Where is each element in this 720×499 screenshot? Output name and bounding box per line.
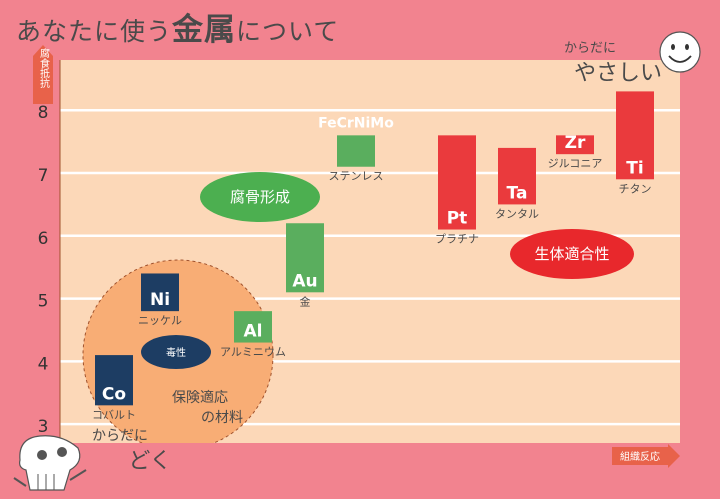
metal-symbol: Au: [292, 271, 317, 291]
metal-zr: Zr ジルコニア: [548, 133, 603, 170]
metal-al: Al アルミニウム: [220, 311, 286, 359]
x-axis-label: 組織反応: [620, 450, 660, 463]
metal-bar: [95, 355, 133, 406]
y-tick-label: 5: [38, 292, 49, 312]
metal-ti: Ti チタン: [616, 91, 654, 195]
metal-symbol: Pt: [447, 209, 468, 229]
metal-symbol: FeCrNiMo: [318, 115, 394, 131]
metal-bar: [556, 135, 594, 155]
metal-name: ジルコニア: [548, 157, 603, 170]
smiley-face-icon: [659, 31, 701, 73]
toxicity-label: 毒性: [166, 346, 186, 359]
metal-name: 金: [300, 294, 311, 308]
y-tick-label: 4: [38, 354, 49, 374]
metal-au: Au 金: [286, 223, 324, 308]
y-tick-labels: 3 4 5 6 7 8: [38, 103, 49, 437]
x-axis-label-arrow: 組織反応: [612, 444, 680, 468]
metal-name: タンタル: [495, 207, 539, 220]
metal-symbol: Ni: [150, 290, 170, 310]
metal-name: チタン: [619, 182, 652, 195]
metal-symbol: Ti: [626, 158, 643, 178]
corner-label-top-big: やさしい: [574, 61, 662, 86]
y-axis-label: 腐食抵抗: [38, 47, 50, 89]
y-tick-label: 8: [38, 103, 49, 123]
corner-label-bottom-big: どく: [128, 449, 171, 474]
toxicity-badge: [141, 335, 211, 369]
bone-formation-region: [200, 172, 320, 222]
metal-name: ニッケル: [138, 314, 182, 327]
metal-name: アルミニウム: [220, 346, 286, 359]
insurance-label-line2: の材料: [201, 410, 243, 426]
metal-bar: [141, 273, 179, 312]
metal-symbol: Ta: [507, 183, 528, 203]
y-tick-label: 6: [38, 229, 49, 249]
metal-bar: [234, 311, 272, 343]
metal-ta: Ta タンタル: [495, 147, 539, 220]
bone-formation-label: 腐骨形成: [230, 188, 290, 206]
metal-name: プラチナ: [435, 233, 479, 246]
page-title: あなたに使う金属について: [16, 4, 339, 49]
metal-bar: [616, 91, 654, 180]
metal-name: ステンレス: [329, 170, 384, 183]
y-tick-label: 3: [38, 417, 49, 437]
metal-symbol: Co: [102, 384, 126, 404]
metal-bar: [498, 147, 536, 205]
metal-ni: Ni ニッケル: [138, 273, 182, 327]
metal-pt: Pt プラチナ: [435, 135, 479, 246]
metal-fecrnimo: FeCrNiMo ステンレス: [318, 115, 394, 182]
metal-bar: [438, 135, 476, 230]
metal-symbol: Zr: [565, 133, 586, 153]
biocompatibility-region: [510, 229, 634, 279]
corner-label-bottom-small: からだに: [92, 428, 148, 444]
skull-mascot-icon: [13, 435, 87, 491]
title-emphasis: 金属: [172, 12, 237, 48]
biocompatibility-label: 生体適合性: [534, 245, 609, 263]
insurance-label-line1: 保険適応: [172, 389, 228, 406]
metal-co: Co コバルト: [92, 355, 136, 421]
metal-name: コバルト: [92, 408, 136, 421]
y-axis-label-arrow: 腐食抵抗: [33, 45, 53, 104]
corner-label-top-small: からだに: [564, 41, 616, 56]
title-suffix: について: [236, 17, 340, 46]
metal-bar: [337, 135, 375, 167]
y-tick-label: 7: [38, 166, 49, 186]
metal-bar: [286, 223, 324, 293]
metal-symbol: Al: [244, 322, 263, 342]
title-prefix: あなたに使う: [16, 17, 173, 46]
metal-bars: Co コバルト Ni ニッケル Al アルミニウム Au 金 FeCrNiMo ステンレス Pt プラ…: [92, 91, 654, 421]
